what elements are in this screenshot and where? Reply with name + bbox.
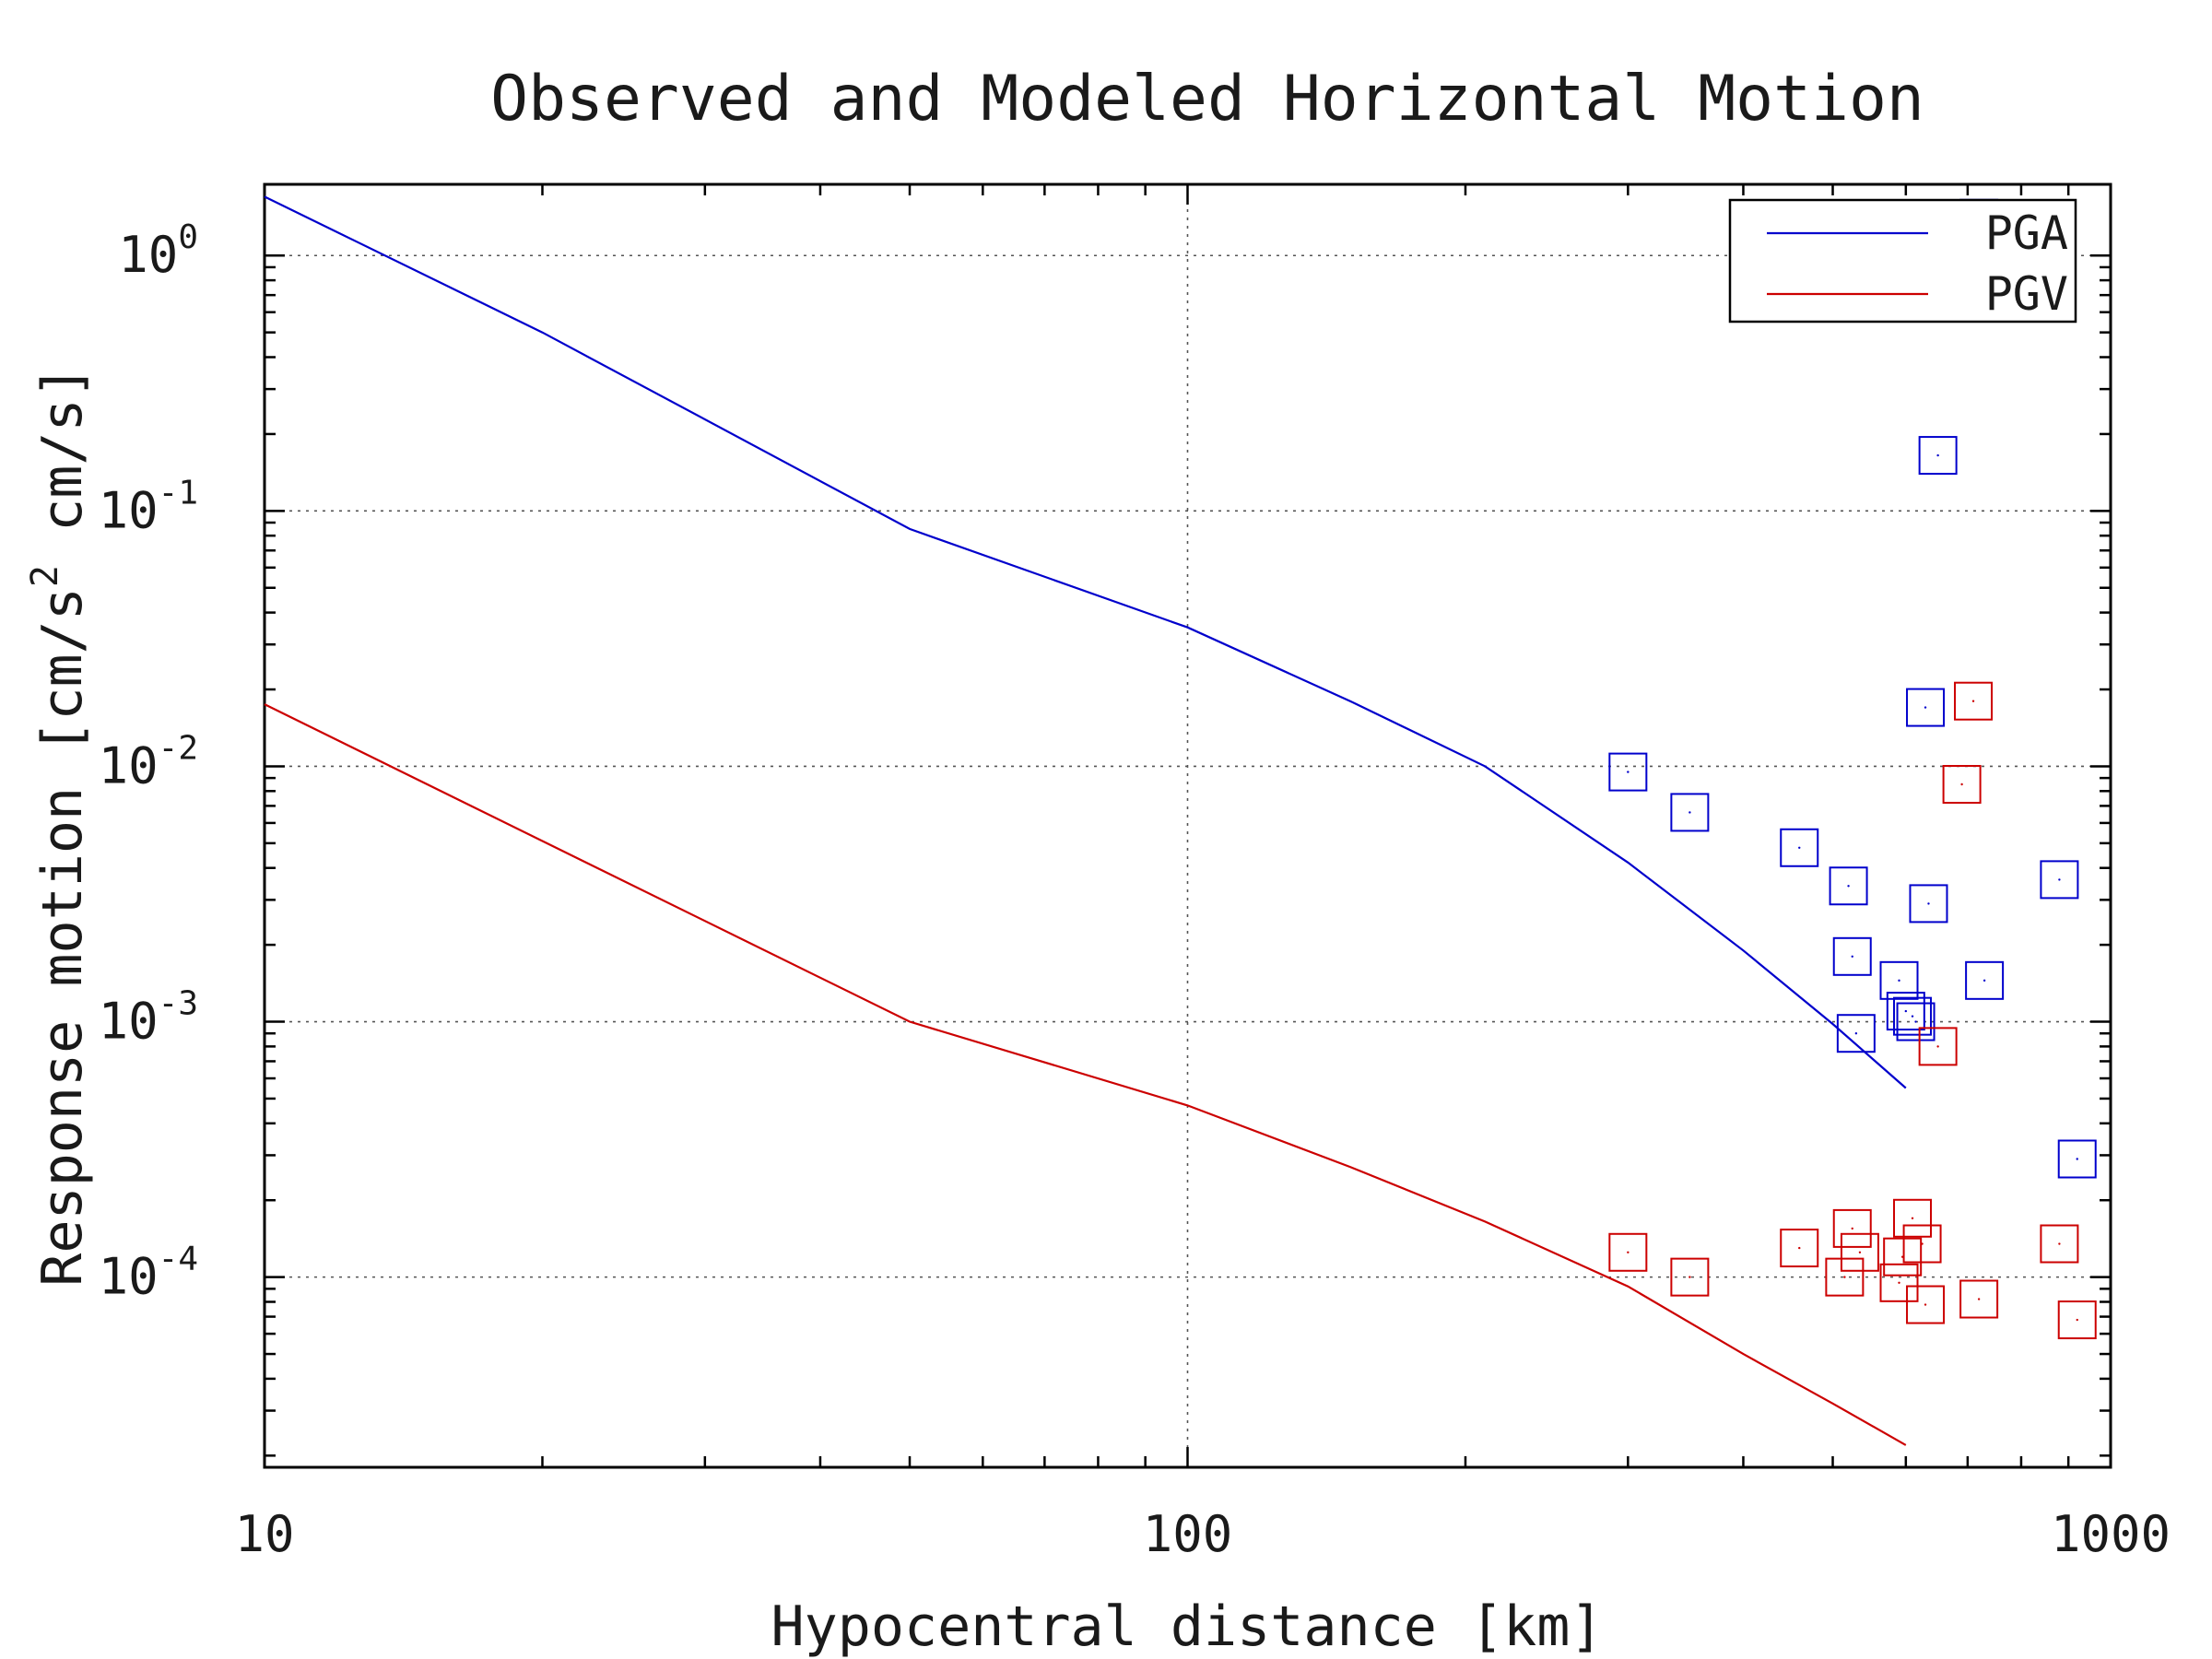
observed-marker-pgv (1906, 1285, 1946, 1324)
observed-point-pgv (1924, 1303, 1927, 1306)
observed-point-pgv (1971, 700, 1975, 702)
observed-point-pgv (1688, 1276, 1691, 1278)
observed-marker-pgv (1959, 1279, 1999, 1319)
observed-marker-pga (1909, 884, 1948, 924)
y-tick-label: 10-3 (99, 985, 198, 1051)
observed-marker-pgv (1670, 1257, 1710, 1297)
observed-point-pga (1924, 706, 1927, 709)
observed-point-pga (2076, 1158, 2078, 1160)
y-tick-label: 10-4 (99, 1241, 198, 1306)
y-axis-label-main: Response motion [cm/s (30, 587, 95, 1287)
observed-marker-pgv (1954, 681, 1994, 721)
observed-point-pgv (1921, 1242, 1924, 1245)
observed-marker-pgv (1893, 1198, 1933, 1238)
observed-marker-pga (1918, 436, 1958, 476)
observed-marker-pga (1886, 992, 1925, 1031)
observed-point-pgv (1960, 782, 1963, 786)
observed-point-pgv (1936, 1045, 1939, 1048)
observed-marker-pgv (1608, 1232, 1648, 1272)
observed-marker-pgv (2040, 1224, 2079, 1264)
observed-marker-pga (1829, 866, 1868, 906)
observed-marker-pga (2040, 860, 2079, 900)
series-line-pga (264, 195, 1907, 1089)
observed-marker-pgv (1942, 764, 1982, 804)
observed-point-pga (1927, 902, 1930, 905)
x-tick-label: 100 (1143, 1505, 1233, 1563)
observed-marker-pgv (1840, 1232, 1879, 1272)
y-axis-label-rest: cm/s] (30, 365, 95, 565)
x-axis-label: Hypocentral distance [km] (771, 1594, 1603, 1659)
observed-marker-pga (1879, 960, 1919, 1000)
observed-point-pgv (1798, 1246, 1801, 1250)
observed-marker-pga (1832, 936, 1872, 976)
observed-marker-pgv (1780, 1229, 1819, 1268)
observed-marker-pga (1906, 688, 1946, 727)
x-tick-label: 10 (234, 1505, 294, 1563)
x-tick-labels: 10 100 1000 (234, 1505, 2171, 1563)
observed-marker-pga (1896, 1002, 1936, 1041)
legend-label-pgv: PGV (1985, 267, 2068, 321)
observed-point-pgv (1898, 1281, 1900, 1285)
observed-point-pga (1983, 979, 1986, 982)
observed-marker-pgv (1902, 1224, 1942, 1264)
observed-point-pga (1911, 1015, 1914, 1018)
observed-marker-pga (1670, 793, 1710, 832)
observed-marker-pgv (1918, 1027, 1958, 1066)
legend-box (1728, 198, 2077, 324)
observed-marker-pgv (1879, 1263, 1919, 1302)
y-tick-label: 10-1 (99, 474, 198, 539)
observed-point-pga (1851, 955, 1853, 959)
series-layer (264, 195, 1907, 1446)
y-axis-label: Response motion [cm/s2 cm/s] (24, 365, 95, 1286)
observed-marker-pgv (1832, 1208, 1872, 1248)
observed-marker-pgv (2057, 1300, 2097, 1340)
observed-point-pgv (2058, 1242, 2061, 1245)
legend: PGA PGV (1728, 198, 2077, 324)
observed-point-pgv (1627, 1251, 1630, 1253)
observed-point-pgv (1851, 1227, 1853, 1230)
observed-marker-pga (1893, 996, 1933, 1036)
series-line-pgv (264, 703, 1907, 1446)
observed-marker-pga (1965, 960, 2005, 1000)
observed-point-pgv (1911, 1217, 1914, 1219)
observed-marker-pgv (1883, 1237, 1923, 1277)
observed-marker-pga (1836, 1014, 1876, 1053)
observed-point-pga (1854, 1032, 1858, 1035)
observed-point-pga (1688, 811, 1691, 814)
y-tick-label: 100 (118, 218, 198, 284)
observed-point-pga (1847, 885, 1850, 888)
observed-marker-pga (1608, 752, 1648, 792)
y-axis-label-superscript: 2 (24, 565, 66, 587)
legend-label-pga: PGA (1985, 206, 2068, 260)
observed-point-pga (2058, 878, 2061, 881)
observed-point-pgv (1858, 1251, 1862, 1253)
observed-point-pga (1914, 1020, 1917, 1023)
observed-marker-pgv (1825, 1257, 1865, 1297)
observed-point-pga (1904, 1009, 1908, 1013)
observed-point-pgv (2076, 1318, 2078, 1322)
axis-ticks (263, 184, 2111, 1467)
grid-lines (265, 184, 2111, 1467)
observed-point-pgv (1977, 1298, 1981, 1300)
x-tick-label: 1000 (2051, 1505, 2171, 1563)
observed-point-pgv (1843, 1276, 1846, 1278)
observed-marker-pga (2057, 1139, 2097, 1179)
y-tick-label: 10-2 (99, 729, 198, 794)
observed-marker-pga (1780, 828, 1819, 867)
chart-title: Observed and Modeled Horizontal Motion (490, 63, 1924, 135)
observed-point-pga (1627, 771, 1630, 773)
y-tick-labels: 100 10-1 10-2 10-3 10-4 (99, 218, 198, 1305)
observed-point-pga (1936, 453, 1939, 457)
observed-point-pga (1898, 979, 1900, 982)
observed-point-pga (1798, 846, 1801, 849)
